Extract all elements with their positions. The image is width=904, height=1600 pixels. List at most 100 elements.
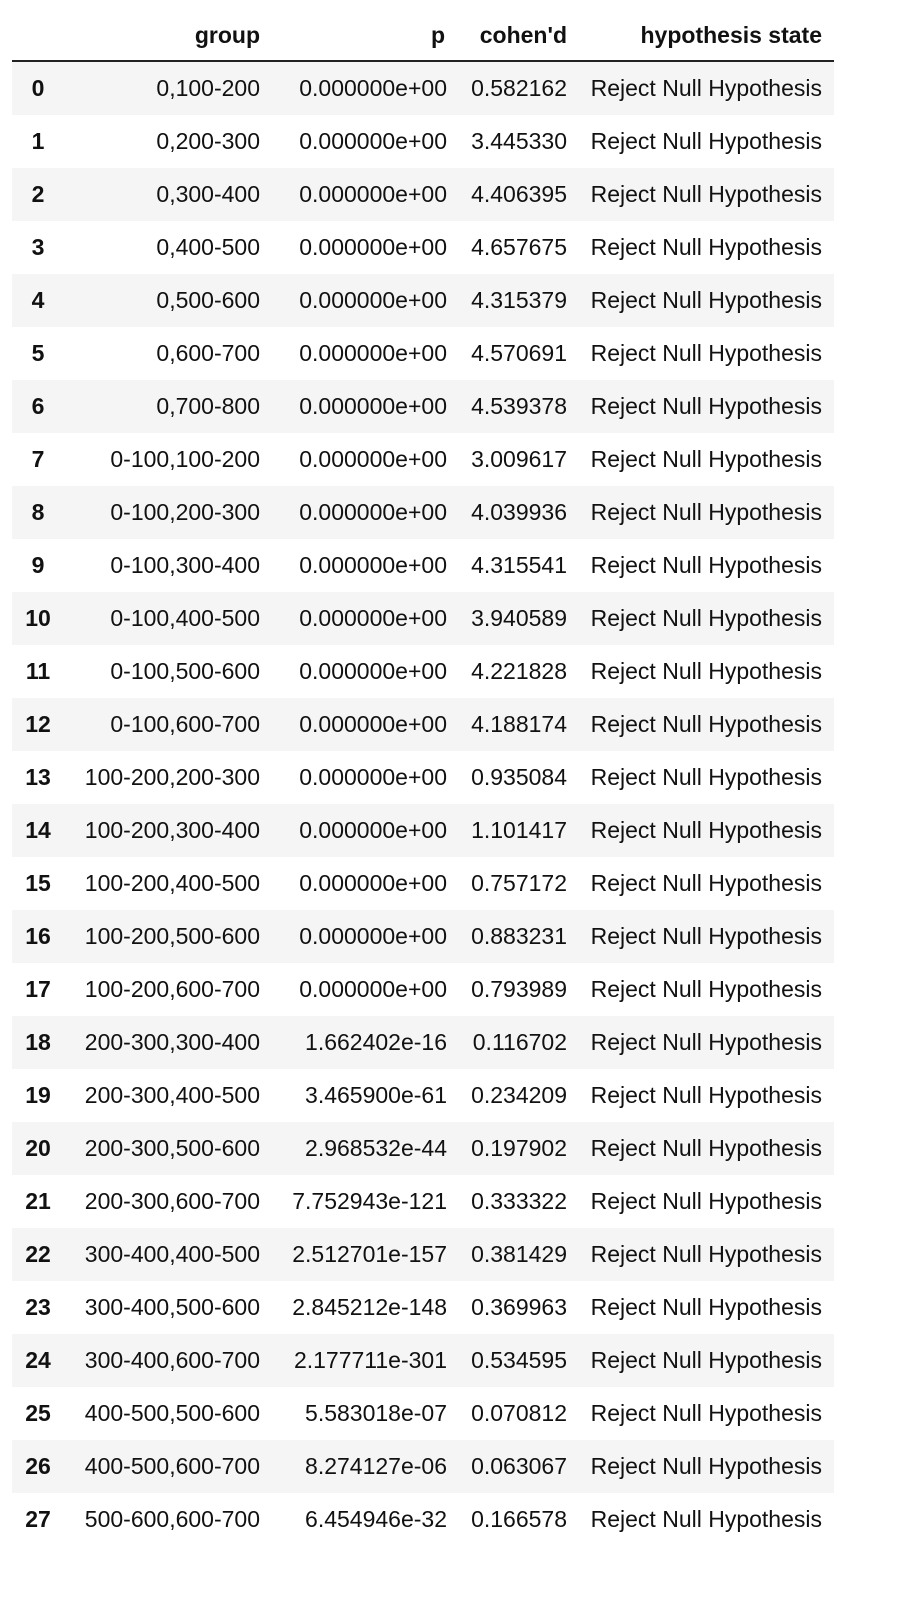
cell-p: 0.000000e+00 xyxy=(272,751,457,804)
cell-p: 0.000000e+00 xyxy=(272,380,457,433)
cell-cohens-d: 0.234209 xyxy=(457,1069,579,1122)
cell-p: 8.274127e-06 xyxy=(272,1440,457,1493)
table-row: 6 0,700-800 0.000000e+00 4.539378 Reject Nul… xyxy=(12,380,834,433)
cell-p: 6.454946e-32 xyxy=(272,1493,457,1546)
cell-hypothesis-state: Reject Null Hypothesis xyxy=(579,486,834,539)
cell-group: 500-600,600-700 xyxy=(60,1493,272,1546)
cell-group: 100-200,600-700 xyxy=(60,963,272,1016)
cell-p: 7.752943e-121 xyxy=(272,1175,457,1228)
cell-cohens-d: 4.315541 xyxy=(457,539,579,592)
cell-group: 400-500,500-600 xyxy=(60,1387,272,1440)
table-row: 19 200-300,400-500 3.465900e-61 0.234209 Rej… xyxy=(12,1069,834,1122)
cell-hypothesis-state: Reject Null Hypothesis xyxy=(579,1387,834,1440)
table-row: 15 100-200,400-500 0.000000e+00 0.757172 Rej… xyxy=(12,857,834,910)
cell-group: 0,100-200 xyxy=(60,61,272,115)
cell-group: 0-100,200-300 xyxy=(60,486,272,539)
table-row: 8 0-100,200-300 0.000000e+00 4.039936 Reject… xyxy=(12,486,834,539)
cell-hypothesis-state: Reject Null Hypothesis xyxy=(579,380,834,433)
row-index: 5 xyxy=(12,327,60,380)
cell-cohens-d: 0.381429 xyxy=(457,1228,579,1281)
cell-p: 0.000000e+00 xyxy=(272,274,457,327)
cell-p: 0.000000e+00 xyxy=(272,168,457,221)
row-index: 7 xyxy=(12,433,60,486)
cell-cohens-d: 4.539378 xyxy=(457,380,579,433)
cell-p: 0.000000e+00 xyxy=(272,486,457,539)
table-row: 9 0-100,300-400 0.000000e+00 4.315541 Reject… xyxy=(12,539,834,592)
row-index: 16 xyxy=(12,910,60,963)
cell-cohens-d: 4.221828 xyxy=(457,645,579,698)
cell-hypothesis-state: Reject Null Hypothesis xyxy=(579,115,834,168)
cell-cohens-d: 0.333322 xyxy=(457,1175,579,1228)
row-index: 6 xyxy=(12,380,60,433)
cell-p: 2.845212e-148 xyxy=(272,1281,457,1334)
cell-cohens-d: 0.063067 xyxy=(457,1440,579,1493)
table-row: 24 300-400,600-700 2.177711e-301 0.534595 Re… xyxy=(12,1334,834,1387)
cell-hypothesis-state: Reject Null Hypothesis xyxy=(579,1228,834,1281)
cell-p: 0.000000e+00 xyxy=(272,115,457,168)
cell-p: 0.000000e+00 xyxy=(272,804,457,857)
cell-group: 0-100,100-200 xyxy=(60,433,272,486)
table-row: 14 100-200,300-400 0.000000e+00 1.101417 Rej… xyxy=(12,804,834,857)
cell-cohens-d: 4.315379 xyxy=(457,274,579,327)
header-hypothesis-state: hypothesis state xyxy=(579,10,834,61)
cell-hypothesis-state: Reject Null Hypothesis xyxy=(579,221,834,274)
table-header: group p cohen'd hypothesis state xyxy=(12,10,834,61)
cell-cohens-d: 0.793989 xyxy=(457,963,579,1016)
cell-hypothesis-state: Reject Null Hypothesis xyxy=(579,804,834,857)
cell-cohens-d: 3.009617 xyxy=(457,433,579,486)
header-cohens-d: cohen'd xyxy=(457,10,579,61)
row-index: 15 xyxy=(12,857,60,910)
row-index: 17 xyxy=(12,963,60,1016)
table-row: 17 100-200,600-700 0.000000e+00 0.793989 Rej… xyxy=(12,963,834,1016)
row-index: 21 xyxy=(12,1175,60,1228)
cell-hypothesis-state: Reject Null Hypothesis xyxy=(579,1281,834,1334)
cell-hypothesis-state: Reject Null Hypothesis xyxy=(579,592,834,645)
table-row: 12 0-100,600-700 0.000000e+00 4.188174 Rejec… xyxy=(12,698,834,751)
cell-group: 300-400,600-700 xyxy=(60,1334,272,1387)
row-index: 26 xyxy=(12,1440,60,1493)
cell-group: 0-100,400-500 xyxy=(60,592,272,645)
row-index: 1 xyxy=(12,115,60,168)
dataframe-output: group p cohen'd hypothesis state 0 0,100-… xyxy=(12,10,834,1546)
header-index xyxy=(12,10,60,61)
cell-cohens-d: 4.570691 xyxy=(457,327,579,380)
table-row: 11 0-100,500-600 0.000000e+00 4.221828 Rejec… xyxy=(12,645,834,698)
table-row: 27 500-600,600-700 6.454946e-32 0.166578 Rej… xyxy=(12,1493,834,1546)
row-index: 11 xyxy=(12,645,60,698)
cell-p: 5.583018e-07 xyxy=(272,1387,457,1440)
cell-cohens-d: 0.116702 xyxy=(457,1016,579,1069)
cell-group: 200-300,400-500 xyxy=(60,1069,272,1122)
cell-hypothesis-state: Reject Null Hypothesis xyxy=(579,698,834,751)
table-row: 22 300-400,400-500 2.512701e-157 0.381429 Re… xyxy=(12,1228,834,1281)
row-index: 20 xyxy=(12,1122,60,1175)
table-row: 2 0,300-400 0.000000e+00 4.406395 Reject Nul… xyxy=(12,168,834,221)
cell-p: 0.000000e+00 xyxy=(272,910,457,963)
table-row: 13 100-200,200-300 0.000000e+00 0.935084 Rej… xyxy=(12,751,834,804)
row-index: 23 xyxy=(12,1281,60,1334)
cell-hypothesis-state: Reject Null Hypothesis xyxy=(579,1175,834,1228)
cell-p: 0.000000e+00 xyxy=(272,61,457,115)
row-index: 12 xyxy=(12,698,60,751)
cell-cohens-d: 4.406395 xyxy=(457,168,579,221)
row-index: 24 xyxy=(12,1334,60,1387)
row-index: 19 xyxy=(12,1069,60,1122)
row-index: 10 xyxy=(12,592,60,645)
cell-group: 0,200-300 xyxy=(60,115,272,168)
cell-cohens-d: 0.166578 xyxy=(457,1493,579,1546)
table-row: 10 0-100,400-500 0.000000e+00 3.940589 Rejec… xyxy=(12,592,834,645)
cell-hypothesis-state: Reject Null Hypothesis xyxy=(579,645,834,698)
row-index: 4 xyxy=(12,274,60,327)
cell-hypothesis-state: Reject Null Hypothesis xyxy=(579,1493,834,1546)
cell-group: 100-200,500-600 xyxy=(60,910,272,963)
cell-hypothesis-state: Reject Null Hypothesis xyxy=(579,751,834,804)
cell-hypothesis-state: Reject Null Hypothesis xyxy=(579,910,834,963)
row-index: 13 xyxy=(12,751,60,804)
cell-hypothesis-state: Reject Null Hypothesis xyxy=(579,327,834,380)
cell-group: 100-200,300-400 xyxy=(60,804,272,857)
cell-cohens-d: 1.101417 xyxy=(457,804,579,857)
cell-p: 0.000000e+00 xyxy=(272,698,457,751)
row-index: 2 xyxy=(12,168,60,221)
cell-p: 0.000000e+00 xyxy=(272,539,457,592)
cell-hypothesis-state: Reject Null Hypothesis xyxy=(579,168,834,221)
row-index: 9 xyxy=(12,539,60,592)
